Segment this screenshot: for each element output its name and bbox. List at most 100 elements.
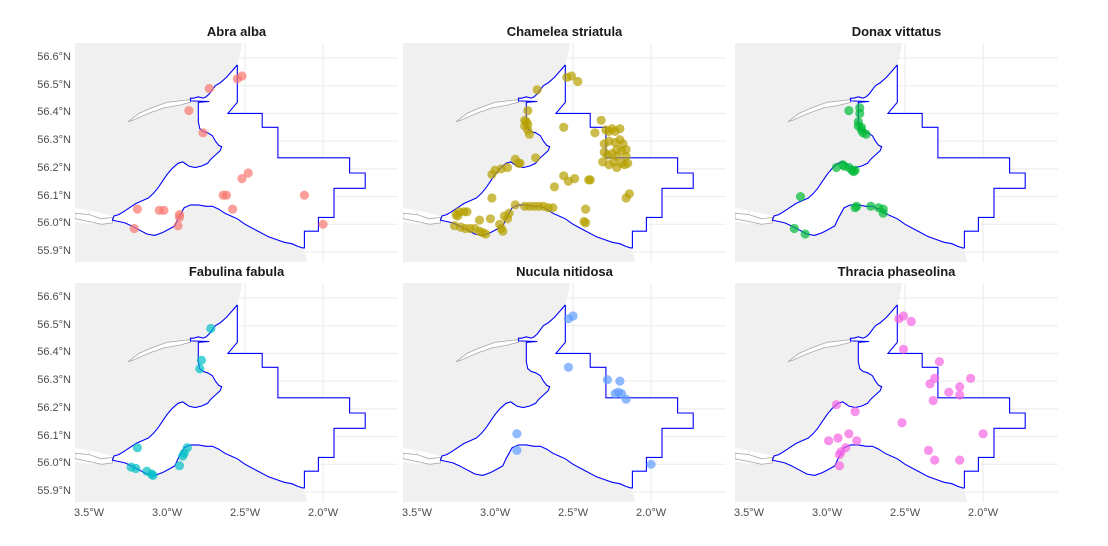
sample-point	[174, 212, 185, 222]
sample-point	[866, 201, 876, 211]
sample-point	[898, 344, 909, 354]
sample-point	[524, 129, 534, 139]
study-area-boundary	[439, 304, 694, 489]
study-area-boundary	[771, 304, 1026, 489]
y-tick-label: 56.0°N	[37, 457, 71, 470]
sample-point	[590, 128, 600, 138]
sample-point	[824, 436, 834, 446]
facet-title: Nucula nitidosa	[516, 264, 613, 279]
x-tick-label: 2.5°W	[890, 507, 921, 519]
sample-point	[955, 390, 965, 400]
sample-point	[481, 229, 491, 239]
sample-point	[581, 218, 591, 228]
sample-point	[928, 395, 938, 406]
map-panel	[403, 283, 726, 502]
sample-point	[923, 445, 934, 455]
x-tick-label: 3.5°W	[73, 507, 105, 519]
sample-point	[178, 451, 188, 461]
sample-point	[318, 219, 328, 229]
sample-point	[615, 376, 625, 386]
land-area	[403, 283, 570, 456]
sample-point	[206, 323, 216, 334]
sample-point	[173, 221, 183, 231]
map-panel	[735, 283, 1058, 502]
facet-title: Abra alba	[206, 24, 267, 39]
sample-point	[573, 76, 583, 87]
facet-thracia-phaseolina: Thracia phaseolina	[735, 264, 1058, 502]
sample-point	[148, 470, 158, 480]
sample-point	[474, 215, 485, 225]
estuary-outline	[403, 452, 441, 465]
facet-donax-vittatus: Donax vittatus	[735, 24, 1058, 262]
map-panel	[735, 43, 1058, 262]
sample-point	[955, 382, 965, 392]
sample-point	[844, 429, 854, 439]
land-area	[735, 43, 902, 216]
y-tick-label: 56.6°N	[37, 290, 71, 303]
facet-title: Fabulina fabula	[188, 264, 285, 279]
sample-point	[621, 394, 631, 404]
sample-point	[584, 175, 594, 185]
map-panel	[75, 43, 398, 262]
sample-point	[834, 450, 845, 460]
x-tick-label: 2.5°W	[558, 507, 589, 519]
sample-point	[563, 362, 573, 372]
estuary-outline	[403, 212, 441, 225]
sample-point	[184, 106, 194, 116]
sample-point	[833, 433, 843, 443]
sample-point	[131, 463, 141, 474]
map-plot	[75, 283, 398, 502]
sample-point	[646, 459, 656, 469]
land-area	[75, 283, 242, 456]
estuary-outline	[75, 212, 113, 225]
sample-point	[237, 174, 247, 184]
sample-point	[198, 128, 208, 138]
sample-point	[925, 379, 935, 389]
sample-point	[897, 418, 907, 428]
sample-point	[596, 115, 606, 125]
facet-nucula-nitidosa: Nucula nitidosa	[403, 264, 726, 502]
sample-point	[570, 174, 580, 184]
y-tick-label: 56.4°N	[37, 346, 71, 359]
sample-point	[800, 229, 810, 239]
sample-point	[195, 364, 205, 374]
sample-point	[132, 204, 142, 214]
sample-point	[512, 445, 522, 455]
sample-point	[834, 461, 845, 471]
estuary-outline	[735, 452, 773, 465]
sample-point	[498, 226, 508, 236]
sample-point	[299, 190, 309, 200]
x-tick-label: 3.0°W	[480, 507, 511, 519]
sample-point	[852, 436, 862, 446]
sample-point	[852, 201, 862, 211]
land-area	[735, 204, 968, 262]
sample-point	[861, 129, 871, 139]
sample-point	[944, 387, 954, 397]
x-tick-label: 3.0°W	[152, 507, 183, 519]
land-area	[75, 204, 308, 262]
sample-point	[228, 204, 238, 214]
y-tick-label: 56.1°N	[37, 189, 71, 202]
map-plot	[735, 283, 1058, 502]
sample-point	[487, 193, 497, 203]
sample-point	[955, 455, 965, 465]
x-tick-label: 2.0°W	[968, 507, 999, 519]
facet-chamelea-striatula: Chamelea striatula	[403, 24, 726, 262]
y-tick-label: 55.9°N	[37, 485, 71, 498]
sample-point	[844, 106, 854, 116]
sample-point	[523, 106, 533, 116]
land-area	[75, 43, 242, 216]
y-tick-label: 55.9°N	[37, 245, 71, 258]
x-tick-label: 2.0°W	[636, 507, 667, 519]
sample-point	[549, 182, 559, 192]
y-tick-label: 56.2°N	[37, 401, 71, 414]
land-area	[735, 283, 902, 456]
land-area	[735, 444, 968, 502]
sample-point	[602, 375, 612, 385]
y-tick-label: 56.2°N	[37, 161, 71, 174]
sample-point	[615, 124, 625, 134]
x-tick-label: 3.0°W	[812, 507, 843, 519]
sample-point	[966, 373, 976, 383]
y-tick-label: 56.6°N	[37, 50, 71, 63]
land-area	[75, 444, 308, 502]
